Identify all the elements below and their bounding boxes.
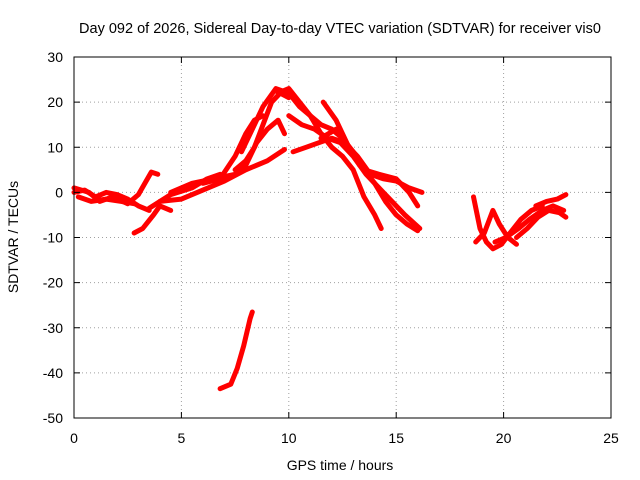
x-tick-label: 25 [603,430,619,446]
tick-layer [73,56,612,419]
series-line-arc-6 [157,147,287,204]
y-tick-label: -50 [43,410,63,426]
y-axis-label: SDTVAR / TECUs [5,181,21,293]
series-line-arc-4 [131,203,174,236]
y-tick-label: -10 [43,230,63,246]
series-layer [71,86,569,392]
series-line-arc-7 [168,117,287,195]
series-line-arc-19 [492,203,567,245]
y-tick-label: -30 [43,320,63,336]
series-line-arc-16 [217,309,255,392]
series-line-arc-14 [318,126,421,209]
series-line-arc-15 [320,99,363,168]
y-tick-label: 10 [47,139,63,155]
series-line-arc-20 [514,207,569,240]
chart-title: Day 092 of 2026, Sidereal Day-to-day VTE… [79,21,601,37]
x-axis-label: GPS time / hours [287,457,394,473]
y-tick-label: -20 [43,275,63,291]
series-line-arc-18 [473,207,519,247]
y-tick-label: -40 [43,365,63,381]
grid-layer [74,57,611,418]
y-tick-label: 0 [55,184,63,200]
x-tick-label: 5 [178,430,186,446]
label-layer: 0 5 10 15 20 25 -50 -40 -30 -20 -10 0 10 20 30 [43,49,619,446]
x-tick-label: 10 [281,430,297,446]
series-line-arc-21 [533,192,569,209]
y-tick-label: 30 [47,49,63,65]
series-line-arc-11 [275,86,384,231]
y-tick-label: 20 [47,94,63,110]
x-tick-label: 0 [70,430,78,446]
x-tick-label: 20 [496,430,512,446]
x-tick-label: 15 [388,430,404,446]
series-line-arc-3 [75,194,137,207]
